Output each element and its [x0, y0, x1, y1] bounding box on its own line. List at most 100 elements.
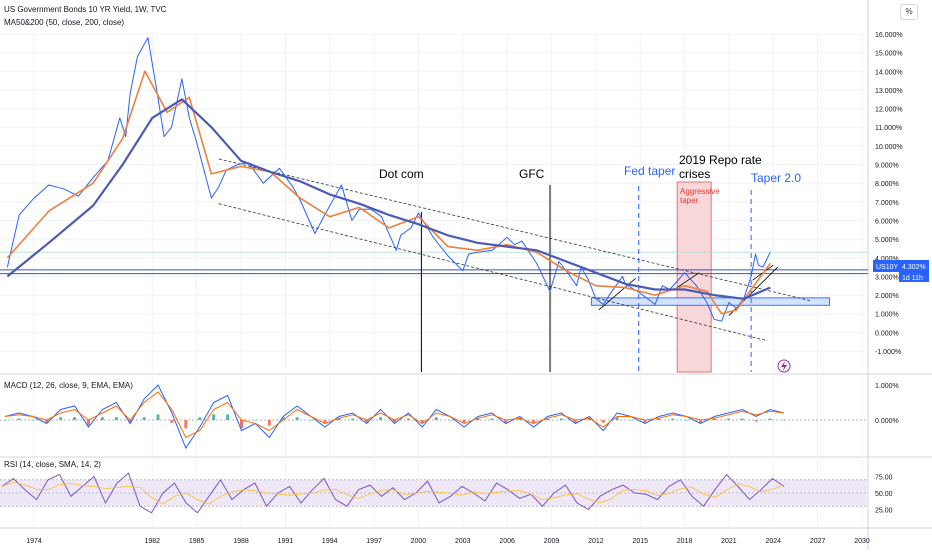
macd-signal-line	[4, 391, 785, 439]
macd-histogram-bar	[546, 418, 550, 420]
macd-histogram-bar	[768, 418, 772, 420]
macd-histogram-bar	[337, 418, 341, 420]
macd-y-tick-label: 0.000%	[875, 418, 899, 425]
macd-histogram-bar	[323, 420, 327, 423]
macd-histogram-bar	[712, 418, 716, 420]
x-tick-label: 1974	[26, 538, 42, 545]
y-tick-label: 16.000%	[875, 32, 903, 39]
rsi-y-tick-label: 50.00	[875, 491, 893, 498]
macd-histogram-bar	[462, 420, 466, 423]
x-tick-label: 1994	[322, 538, 338, 545]
repo-crisis-label-2: crises	[679, 167, 710, 181]
macd-histogram-bar	[657, 418, 661, 420]
trend-line	[673, 272, 700, 290]
y-tick-label: 11.000%	[875, 125, 902, 132]
x-tick-label: 2000	[411, 538, 427, 545]
macd-histogram-bar	[726, 418, 730, 420]
macd-histogram-bar	[559, 418, 563, 420]
macd-histogram-bar	[31, 420, 35, 421]
macd-histogram-bar	[587, 418, 591, 420]
x-tick-label: 2030	[854, 538, 870, 545]
price-badge	[873, 260, 929, 272]
macd-histogram-bar	[351, 418, 355, 420]
lightning-icon[interactable]	[777, 359, 791, 373]
rsi-y-tick-label: 25.00	[875, 508, 893, 515]
symbol-title: US Government Bonds 10 YR Yield, 1W, TVC	[4, 5, 167, 14]
macd-histogram-bar	[184, 420, 188, 429]
macd-histogram-bar	[156, 414, 160, 420]
macd-histogram-bar	[128, 420, 132, 423]
macd-histogram-bar	[59, 417, 63, 420]
y-tick-label: 8.000%	[875, 181, 899, 188]
aggressive-taper-label-1: Aggressive	[680, 187, 720, 196]
rsi-ma-line	[1, 481, 785, 505]
macd-histogram-bar	[601, 420, 605, 423]
y-tick-label: 15.000%	[875, 51, 903, 58]
macd-histogram-bar	[73, 417, 77, 420]
macd-histogram-bar	[212, 414, 216, 420]
macd-histogram-bar	[170, 420, 174, 423]
y-tick-label: 14.000%	[875, 69, 903, 76]
macd-histogram-bar	[518, 418, 522, 420]
x-tick-label: 2015	[632, 538, 648, 545]
x-tick-label: 2027	[810, 538, 826, 545]
macd-histogram-bar	[573, 420, 577, 423]
price-badge-countdown-box	[899, 272, 929, 282]
x-tick-label: 2024	[765, 538, 781, 545]
y-tick-label: 0.000%	[875, 330, 899, 337]
macd-histogram-bar	[754, 420, 758, 422]
macd-histogram-bar	[643, 420, 647, 423]
trend-line	[598, 277, 637, 311]
series-line-ma200	[6, 98, 771, 300]
macd-histogram-bar	[699, 420, 703, 423]
series-line-ma50	[6, 70, 771, 315]
x-tick-label: 2009	[544, 538, 560, 545]
macd-histogram-bar	[17, 418, 21, 420]
macd-histogram-bar	[393, 420, 396, 423]
macd-histogram-bar	[281, 417, 285, 420]
macd-histogram-bar	[309, 420, 313, 421]
macd-histogram-bar	[615, 417, 619, 420]
macd-histogram-bar	[379, 417, 383, 420]
x-tick-label: 2012	[588, 538, 604, 545]
x-tick-label: 2003	[455, 538, 471, 545]
x-tick-label: 1991	[278, 538, 294, 545]
macd-histogram-bar	[142, 417, 146, 420]
support-zone	[590, 297, 830, 306]
x-tick-label: 1997	[366, 538, 382, 545]
macd-histogram-bar	[198, 417, 202, 420]
y-tick-label: 5.000%	[875, 237, 899, 244]
y-tick-label: -1.000%	[875, 349, 901, 356]
macd-histogram-bar	[434, 417, 438, 420]
x-tick-label: 1985	[189, 538, 205, 545]
repo-crisis-label-1: 2019 Repo rate	[679, 153, 762, 167]
macd-histogram-bar	[86, 420, 90, 426]
macd-histogram-bar	[406, 418, 410, 420]
macd-histogram-bar	[226, 414, 230, 420]
macd-histogram-bar	[476, 418, 480, 420]
macd-histogram-bar	[740, 418, 744, 420]
macd-histogram-bar	[782, 420, 786, 421]
x-tick-label: 2021	[721, 538, 737, 545]
macd-histogram-bar	[629, 420, 633, 421]
y-tick-label: 13.000%	[875, 88, 903, 95]
y-tick-label: 9.000%	[875, 163, 899, 170]
x-tick-label: 2018	[677, 538, 693, 545]
macd-y-tick-label: 1.000%	[875, 383, 899, 390]
macd-legend: MACD (12, 26, close, 9, EMA, EMA)	[4, 381, 133, 390]
y-tick-label: 10.000%	[875, 144, 903, 151]
macd-histogram-bar	[532, 420, 536, 423]
macd-histogram-bar	[253, 420, 257, 421]
macd-histogram-bar	[267, 420, 271, 426]
macd-histogram-bar	[448, 420, 452, 421]
y-tick-label: 12.000%	[875, 107, 903, 114]
macd-histogram-bar	[365, 420, 369, 423]
macd-histogram-bar	[239, 420, 243, 429]
price-badge-value: 4.302%	[902, 264, 926, 271]
macd-histogram-bar	[295, 417, 299, 420]
ma-legend: MA50&200 (50, close, 200, close)	[4, 18, 124, 27]
macd-histogram-bar	[490, 418, 494, 420]
percent-scale-button[interactable]: %	[900, 4, 918, 20]
